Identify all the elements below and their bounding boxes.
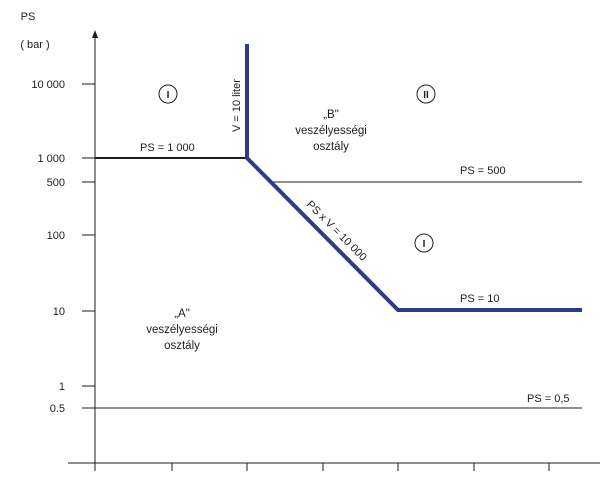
ps-10-label: PS = 10: [460, 293, 499, 305]
region-a-line3: osztály: [164, 340, 200, 352]
x-axis-ticks: [94, 463, 550, 471]
y-axis-ticks: [82, 83, 95, 409]
y-tick-label: 1 000: [37, 153, 65, 165]
v-10-label: V = 10 liter: [231, 79, 243, 132]
region-a-line2: veszélyességi: [146, 324, 218, 336]
y-tick-label: 10: [53, 306, 65, 318]
ps-v-label: PS x V = 10 000: [304, 199, 369, 264]
svg-text:I: I: [167, 90, 170, 101]
y-axis-arrow-icon: [92, 30, 98, 38]
axis-title: PS: [21, 11, 36, 23]
y-tick-label: 500: [47, 177, 65, 189]
roman-marker-top-left: I: [158, 84, 178, 104]
y-tick-label: 100: [47, 230, 65, 242]
svg-text:I: I: [423, 239, 426, 250]
ps-1000-label: PS = 1 000: [140, 142, 195, 154]
region-b-line1: „B": [323, 109, 339, 121]
ps-500-label: PS = 500: [460, 165, 506, 177]
svg-text:II: II: [423, 90, 429, 101]
axis-unit: ( bar ): [20, 39, 49, 51]
roman-marker-middle-right: I: [414, 233, 434, 253]
roman-marker-top-right: II: [416, 84, 436, 104]
region-b-line2: veszélyességi: [295, 125, 367, 137]
y-tick-label: 1: [59, 381, 65, 393]
region-a-line1: „A": [174, 308, 190, 320]
region-b-line3: osztály: [313, 141, 349, 153]
category-boundary-line: [245, 44, 582, 312]
y-tick-label: 0.5: [50, 403, 65, 415]
y-tick-label: 10 000: [31, 79, 65, 91]
ps-05-label: PS = 0,5: [527, 393, 570, 405]
